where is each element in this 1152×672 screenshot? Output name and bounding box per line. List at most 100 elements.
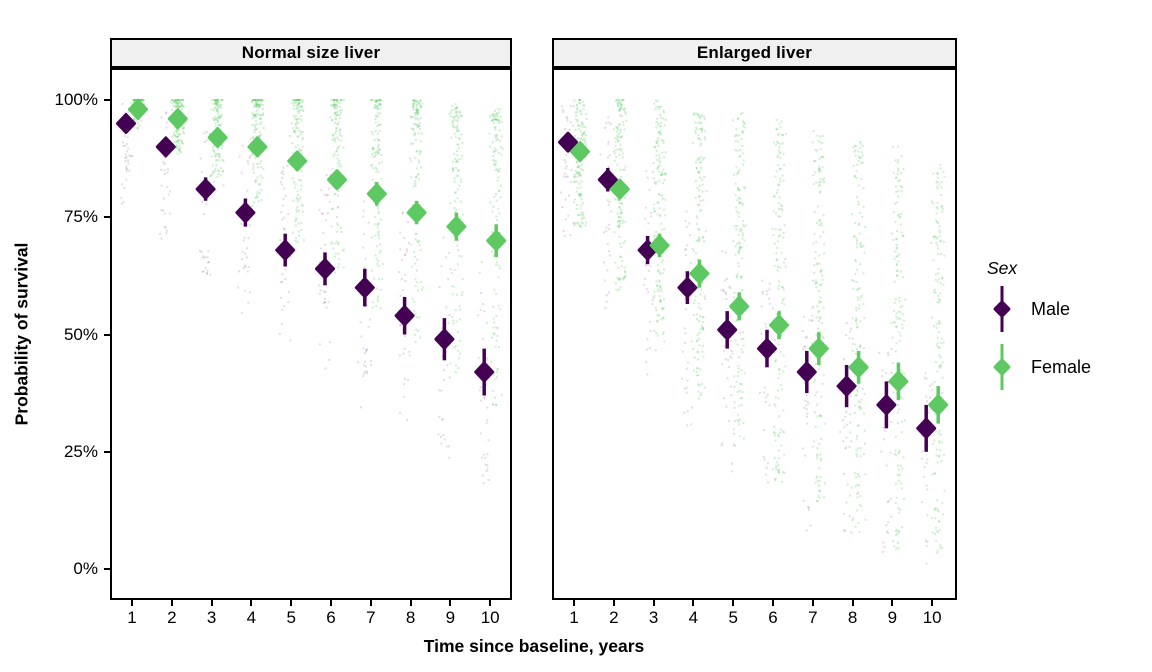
pointrange-male-year-7: [354, 268, 375, 307]
pointrange-female-year-10: [928, 386, 949, 424]
jitter-cloud-male-year-6: [318, 173, 332, 370]
x-tick-label-10: 10: [480, 608, 500, 627]
jitter-cloud-male-year-3: [642, 170, 656, 376]
pointrange-male-year-1: [116, 113, 136, 134]
x-tick-label-10: 10: [922, 608, 942, 627]
pointrange-female-year-4: [247, 136, 268, 158]
jitter-cloud-female-year-3: [209, 99, 225, 187]
pointrange-female-year-3: [649, 233, 670, 258]
jitter-cloud-female-year-9: [890, 145, 907, 550]
x-tick-label-8: 8: [847, 608, 858, 627]
plot-area-normal-size-liver: [110, 68, 512, 600]
pointrange-male-year-4: [235, 198, 256, 227]
x-tick-mark: [449, 600, 452, 606]
x-tick-mark: [250, 600, 253, 606]
legend-sex: Sex Male Female: [975, 252, 1091, 395]
jitter-cloud-female-year-8: [409, 99, 425, 343]
pointrange-female-year-6: [327, 169, 347, 191]
x-axis-title: Time since baseline, years: [423, 636, 645, 656]
x-tick-mark: [131, 600, 133, 606]
facet-strip-normal-size-liver: Normal size liver: [110, 38, 512, 68]
x-tick-label-5: 5: [728, 608, 738, 627]
x-tick-mark: [170, 600, 173, 606]
jitter-cloud-male-year-4: [681, 210, 694, 427]
x-tick-label-1: 1: [127, 608, 137, 627]
legend-item-male: Male: [975, 281, 1091, 337]
pointrange-female-year-8: [406, 200, 427, 225]
pointrange-female-year-1: [128, 98, 148, 120]
y-tick-label-25: 25%: [63, 441, 98, 461]
y-axis-title: Probability of survival: [11, 242, 32, 426]
y-tick-mark: [104, 99, 110, 101]
pointrange-female-year-7: [808, 332, 829, 365]
pointrange-male-year-10: [916, 404, 937, 452]
pointrange-male-year-5: [717, 311, 738, 349]
x-tick-mark: [489, 600, 492, 606]
y-tick-label-100: 100%: [54, 90, 98, 109]
legend-label-male: Male: [1031, 298, 1071, 319]
pointrange-female-year-8: [848, 350, 869, 384]
pointrange-male-year-8: [394, 297, 415, 335]
x-tick-label-2: 2: [167, 608, 177, 627]
panel-enlarged-liver: Enlarged liver: [552, 38, 957, 600]
x-tick-label-8: 8: [405, 608, 416, 627]
x-tick-mark: [772, 600, 774, 606]
y-tick-mark: [104, 216, 110, 219]
pointrange-female-year-2: [609, 178, 630, 200]
female-diamond-icon: [992, 357, 1012, 377]
pointrange-female-year-4: [689, 259, 710, 288]
x-tick-label-4: 4: [688, 608, 699, 627]
pointrange-male-year-3: [195, 177, 216, 201]
pointrange-male-year-5: [275, 233, 296, 267]
x-tick-label-2: 2: [609, 608, 619, 627]
pointrange-male-year-9: [876, 381, 897, 429]
legend-title: Sex: [987, 258, 1018, 278]
x-tick-label-4: 4: [246, 608, 257, 627]
x-tick-label-1: 1: [569, 608, 579, 627]
pointrange-female-year-6: [769, 311, 789, 340]
jitter-cloud-male-year-5: [720, 250, 735, 473]
jitter-cloud-male-year-2: [159, 111, 172, 240]
jitter-cloud-male-year-4: [237, 144, 254, 315]
x-tick-label-7: 7: [366, 608, 376, 627]
x-tick-mark: [652, 600, 655, 606]
jitter-cloud-male-year-10: [477, 261, 490, 485]
x-tick-label-3: 3: [206, 608, 217, 627]
pointrange-male-year-1: [558, 131, 578, 153]
jitter-cloud-male-year-2: [599, 116, 616, 309]
x-tick-label-9: 9: [887, 608, 898, 627]
x-tick-mark: [692, 600, 695, 606]
pointrange-female-year-5: [729, 292, 750, 321]
jitter-cloud-female-year-7: [369, 99, 385, 310]
pointrange-male-year-10: [474, 348, 495, 396]
plot-area-enlarged-liver: [552, 68, 957, 600]
panel-normal-size-liver: Normal size liver: [110, 38, 512, 600]
y-tick-label-75: 75%: [63, 207, 98, 227]
x-tick-label-3: 3: [648, 608, 659, 627]
pointrange-male-year-9: [434, 318, 455, 361]
x-tick-label-5: 5: [286, 608, 296, 627]
jitter-cloud-female-year-6: [771, 119, 787, 483]
x-tick-mark: [732, 600, 735, 606]
jitter-cloud-male-year-7: [801, 307, 814, 532]
pointrange-male-year-2: [597, 168, 618, 192]
y-tick-label-0: 0%: [73, 559, 98, 578]
pointrange-female-year-2: [167, 108, 188, 130]
x-tick-mark: [330, 600, 332, 606]
jitter-cloud-female-year-10: [488, 107, 504, 406]
x-tick-mark: [210, 600, 213, 606]
female-pointrange-icon: [989, 339, 1015, 395]
pointrange-female-year-1: [570, 141, 590, 163]
pointrange-female-year-10: [486, 224, 507, 258]
x-tick-mark: [891, 600, 894, 606]
jitter-cloud-female-year-1: [572, 99, 588, 228]
x-tick-mark: [290, 600, 293, 606]
pointrange-male-year-4: [677, 271, 698, 304]
pointrange-female-year-9: [446, 212, 467, 241]
pointrange-male-year-2: [155, 136, 176, 158]
y-tick-label-50: 50%: [63, 324, 98, 344]
x-tick-label-6: 6: [326, 608, 336, 627]
pointrange-female-year-7: [366, 182, 387, 206]
male-diamond-icon: [992, 299, 1012, 319]
